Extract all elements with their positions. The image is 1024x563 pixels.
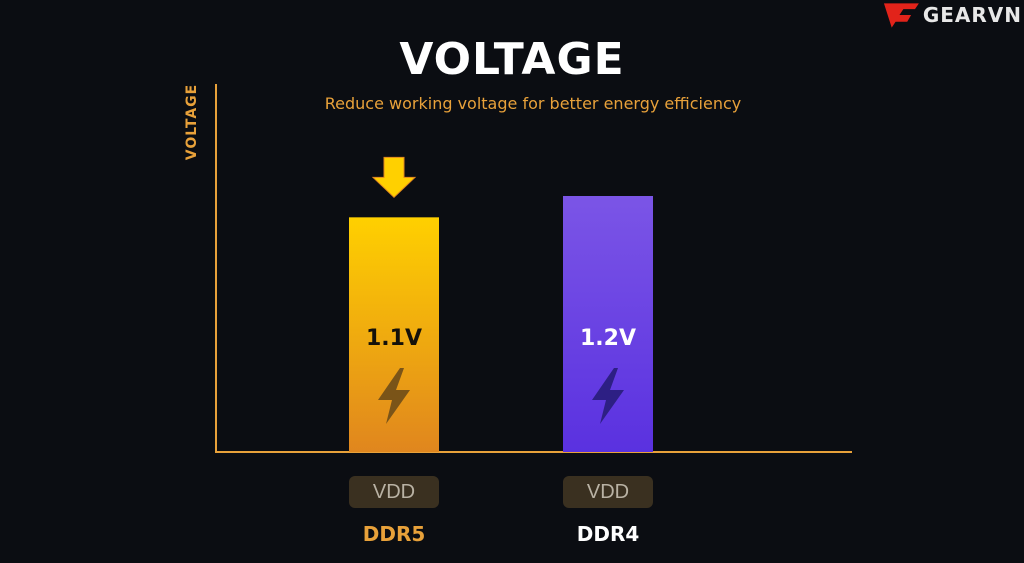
gearvn-logo-icon: [883, 3, 919, 28]
category-label-ddr4: DDR4: [576, 522, 640, 546]
bar-ddr4: [563, 196, 653, 452]
category-label-ddr5: DDR5: [362, 522, 426, 546]
value-label-ddr4: 1.2V: [580, 326, 636, 351]
lightning-bolt-icon: [378, 368, 410, 424]
lightning-bolt-icon: [592, 368, 624, 424]
brand-name: GEARVN: [922, 3, 1022, 27]
brand-logo: GEARVN: [882, 0, 1022, 30]
vdd-badge-ddr4: VDD: [563, 476, 653, 508]
bar-ddr5: [349, 217, 439, 452]
vdd-badge-ddr5: VDD: [349, 476, 439, 508]
chart-title: VOLTAGE: [399, 34, 625, 85]
value-label-ddr5: 1.1V: [366, 326, 422, 351]
chart-subtitle: Reduce working voltage for better energy…: [324, 94, 742, 113]
down-arrow-icon: [371, 156, 417, 199]
